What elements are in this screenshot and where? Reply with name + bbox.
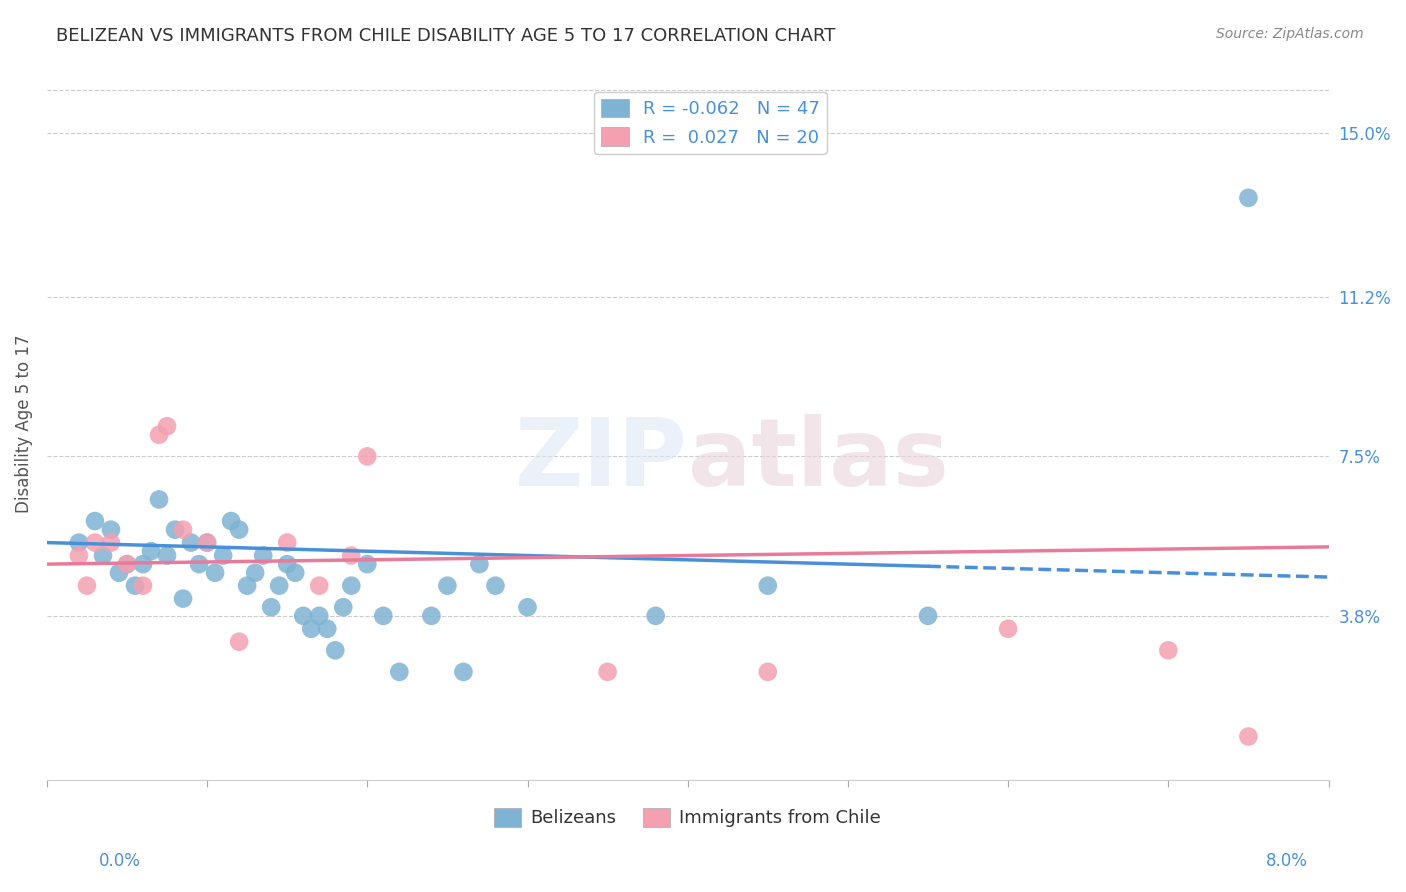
- Point: [139, 544, 162, 558]
- Point: [1237, 730, 1260, 744]
- Point: [276, 557, 298, 571]
- Point: [292, 608, 315, 623]
- Point: [67, 535, 90, 549]
- Point: [195, 535, 218, 549]
- Point: [188, 557, 211, 571]
- Point: [91, 549, 114, 563]
- Point: [212, 549, 235, 563]
- Point: [124, 579, 146, 593]
- Point: [165, 523, 187, 537]
- Point: [260, 600, 283, 615]
- Point: [284, 566, 307, 580]
- Point: [323, 643, 346, 657]
- Point: [340, 549, 363, 563]
- Point: [596, 665, 619, 679]
- Text: 0.0%: 0.0%: [98, 852, 141, 870]
- Text: Source: ZipAtlas.com: Source: ZipAtlas.com: [1216, 27, 1364, 41]
- Point: [115, 557, 138, 571]
- Point: [243, 566, 266, 580]
- Point: [252, 549, 274, 563]
- Text: BELIZEAN VS IMMIGRANTS FROM CHILE DISABILITY AGE 5 TO 17 CORRELATION CHART: BELIZEAN VS IMMIGRANTS FROM CHILE DISABI…: [56, 27, 835, 45]
- Point: [219, 514, 242, 528]
- Point: [84, 514, 107, 528]
- Point: [468, 557, 491, 571]
- Point: [100, 535, 122, 549]
- Legend: Belizeans, Immigrants from Chile: Belizeans, Immigrants from Chile: [486, 801, 889, 835]
- Point: [299, 622, 322, 636]
- Point: [156, 549, 179, 563]
- Point: [1157, 643, 1180, 657]
- Point: [756, 665, 779, 679]
- Point: [180, 535, 202, 549]
- Point: [997, 622, 1019, 636]
- Point: [276, 535, 298, 549]
- Point: [453, 665, 475, 679]
- Point: [1237, 191, 1260, 205]
- Point: [516, 600, 538, 615]
- Point: [356, 557, 378, 571]
- Point: [195, 535, 218, 549]
- Point: [228, 523, 250, 537]
- Y-axis label: Disability Age 5 to 17: Disability Age 5 to 17: [15, 334, 32, 513]
- Point: [340, 579, 363, 593]
- Point: [436, 579, 458, 593]
- Point: [172, 591, 194, 606]
- Point: [115, 557, 138, 571]
- Point: [148, 492, 170, 507]
- Point: [108, 566, 131, 580]
- Point: [67, 549, 90, 563]
- Point: [756, 579, 779, 593]
- Point: [204, 566, 226, 580]
- Point: [373, 608, 395, 623]
- Text: 8.0%: 8.0%: [1265, 852, 1308, 870]
- Point: [332, 600, 354, 615]
- Point: [84, 535, 107, 549]
- Point: [420, 608, 443, 623]
- Point: [100, 523, 122, 537]
- Point: [356, 450, 378, 464]
- Point: [148, 427, 170, 442]
- Text: ZIP: ZIP: [515, 414, 688, 506]
- Point: [236, 579, 259, 593]
- Point: [156, 419, 179, 434]
- Point: [132, 557, 155, 571]
- Text: atlas: atlas: [688, 414, 949, 506]
- Point: [644, 608, 666, 623]
- Point: [484, 579, 506, 593]
- Point: [917, 608, 939, 623]
- Point: [76, 579, 98, 593]
- Point: [132, 579, 155, 593]
- Point: [308, 579, 330, 593]
- Point: [388, 665, 411, 679]
- Point: [316, 622, 339, 636]
- Point: [172, 523, 194, 537]
- Point: [228, 634, 250, 648]
- Point: [308, 608, 330, 623]
- Point: [269, 579, 291, 593]
